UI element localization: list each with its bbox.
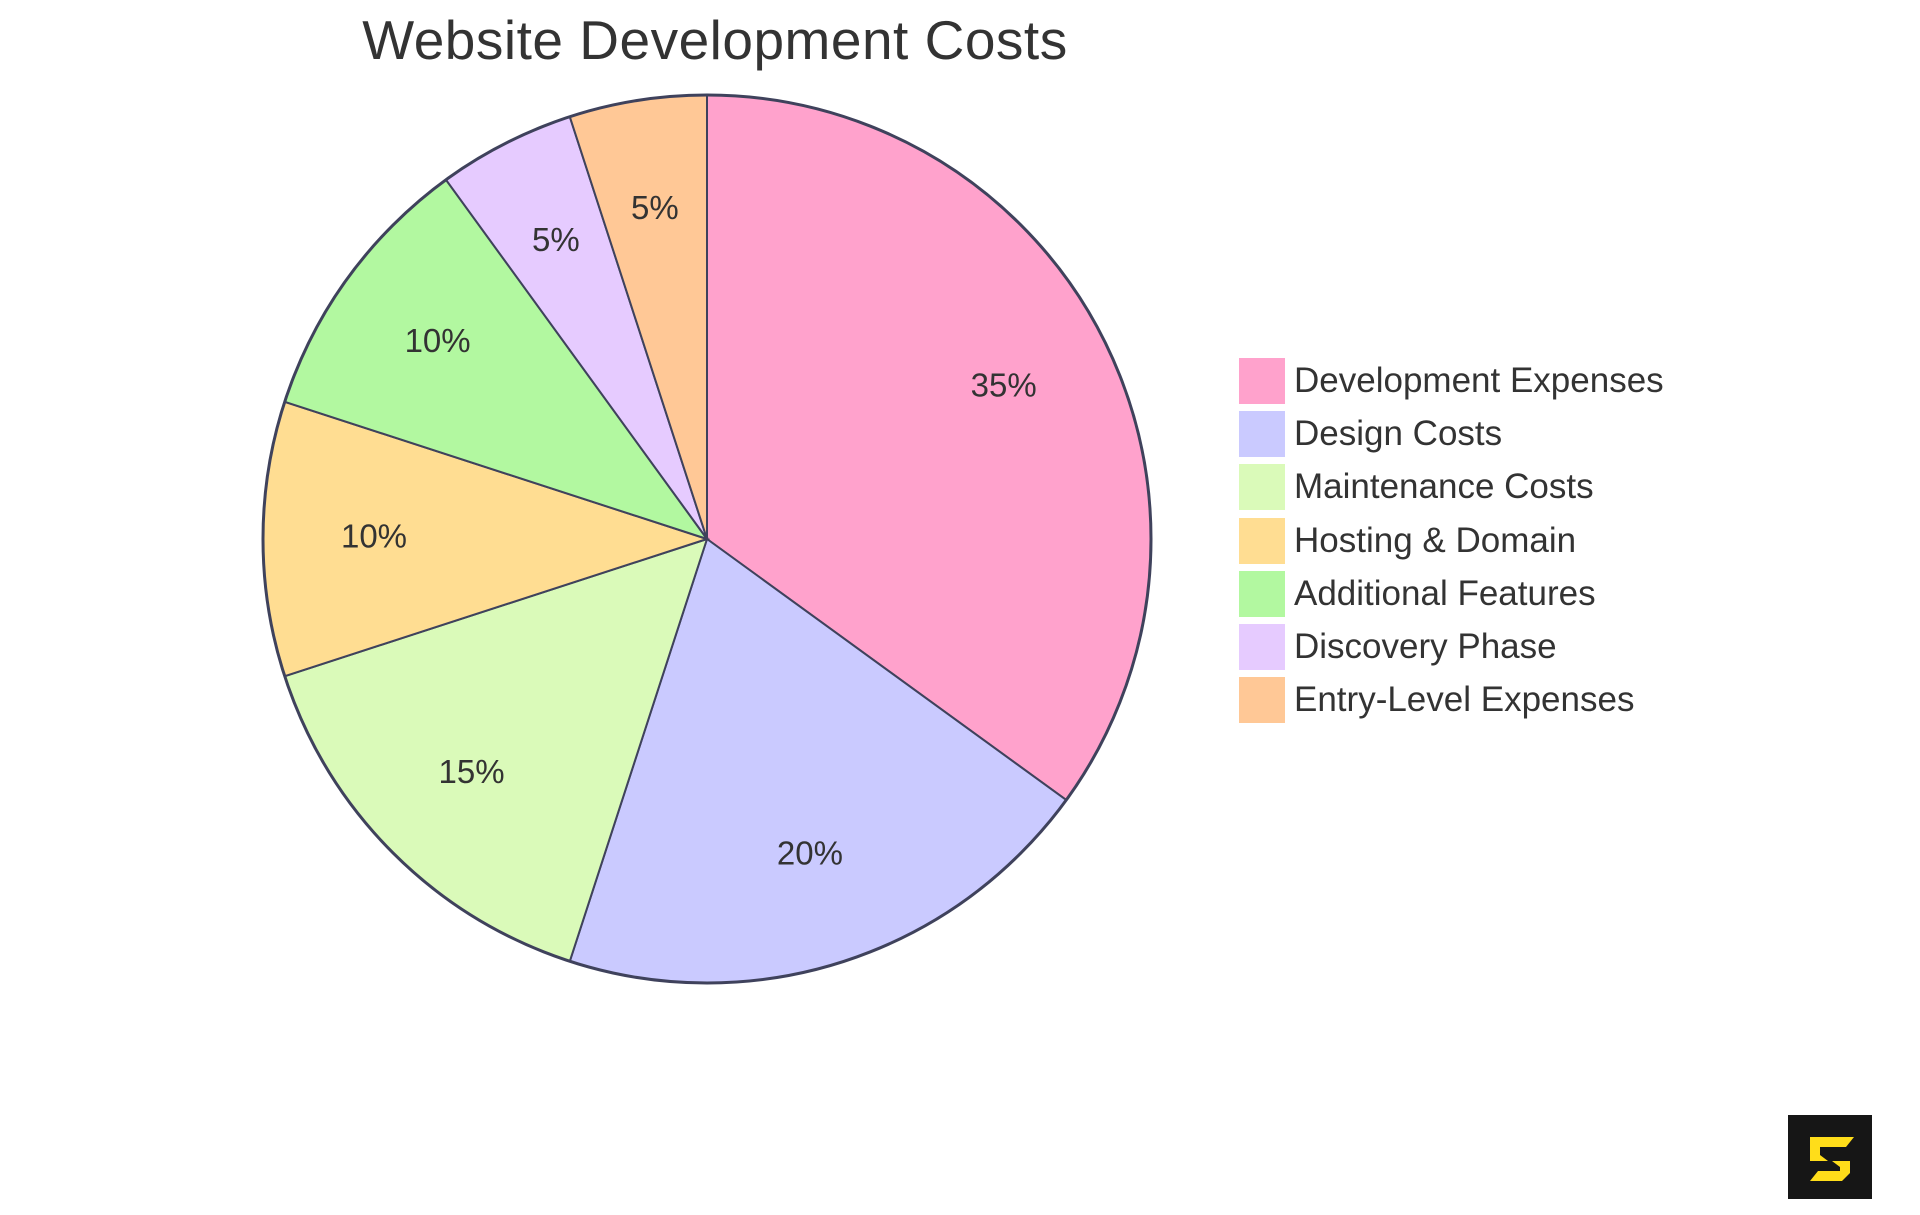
legend-item-discovery-phase: Discovery Phase	[1239, 620, 1664, 673]
pie-slices	[262, 93, 1152, 984]
chart-title: Website Development Costs	[362, 9, 1068, 71]
legend-label: Design Costs	[1294, 413, 1503, 453]
slice-percent-label: 5%	[532, 221, 580, 258]
legend-label: Maintenance Costs	[1294, 467, 1594, 507]
legend-item-hosting-domain: Hosting & Domain	[1239, 514, 1664, 567]
legend-item-maintenance-costs: Maintenance Costs	[1239, 461, 1664, 514]
slice-percent-label: 35%	[971, 367, 1037, 404]
legend-item-entry-level-expenses: Entry-Level Expenses	[1239, 674, 1664, 727]
slice-percent-label: 10%	[405, 322, 471, 359]
legend-item-additional-features: Additional Features	[1239, 567, 1664, 620]
legend-swatch	[1239, 624, 1285, 671]
legend-item-design-costs: Design Costs	[1239, 407, 1664, 460]
pie-outline	[261, 93, 1153, 985]
legend-label: Development Expenses	[1294, 360, 1664, 400]
slice-percent-label: 10%	[341, 518, 407, 555]
legend-swatch	[1239, 677, 1285, 724]
slice-percent-label: 5%	[631, 189, 679, 226]
legend-swatch	[1239, 570, 1285, 617]
slice-labels: 35% 20% 15% 10% 10% 5% 5%	[341, 189, 1037, 872]
legend-swatch	[1239, 410, 1285, 457]
legend-label: Hosting & Domain	[1294, 520, 1577, 560]
legend-swatch	[1239, 357, 1285, 404]
legend-label: Additional Features	[1294, 573, 1596, 613]
slice-percent-label: 20%	[777, 834, 843, 871]
legend-item-development-expenses: Development Expenses	[1239, 354, 1664, 407]
legend-swatch	[1239, 464, 1285, 511]
legend-swatch	[1239, 517, 1285, 564]
slice-percent-label: 15%	[439, 753, 505, 790]
brand-logo	[1788, 1115, 1872, 1199]
legend-label: Discovery Phase	[1294, 627, 1557, 667]
legend-label: Entry-Level Expenses	[1294, 680, 1635, 720]
s-logo-icon	[1810, 1137, 1854, 1181]
legend: Development Expenses Design Costs Mainte…	[1239, 354, 1664, 727]
